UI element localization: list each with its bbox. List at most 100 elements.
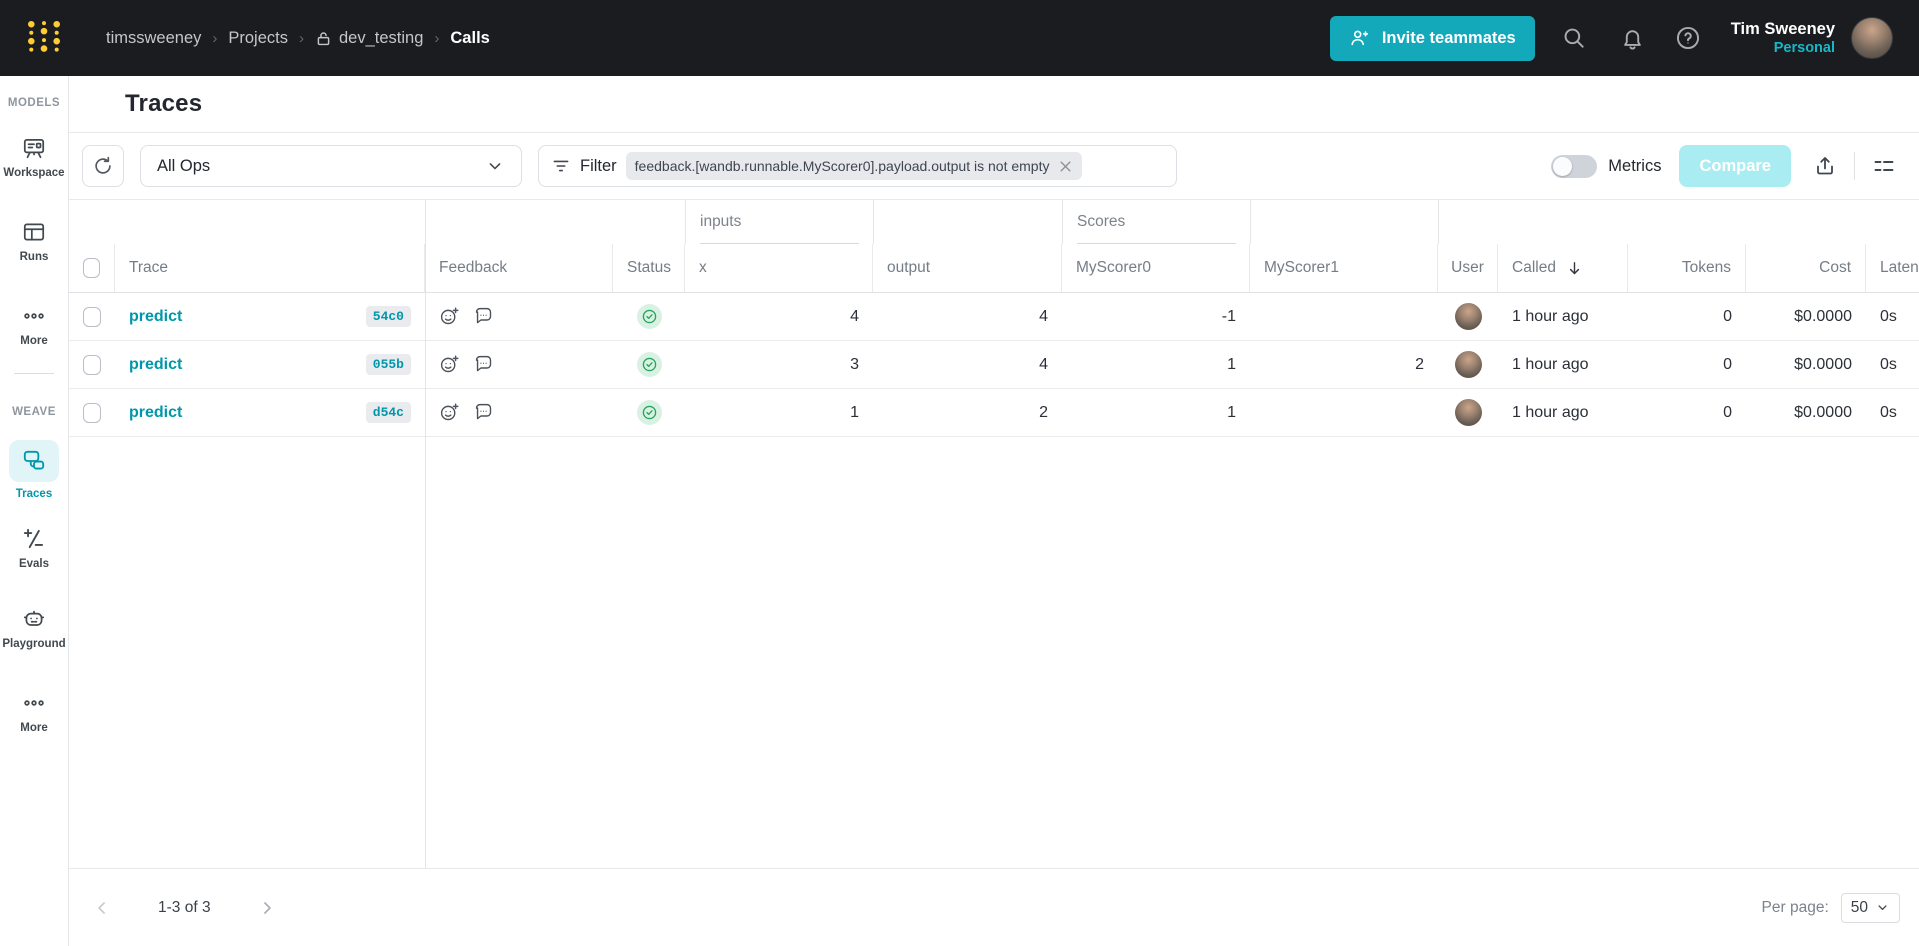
cost-cell: $0.0000	[1794, 355, 1852, 373]
chevron-right-icon	[263, 901, 271, 914]
column-header-user[interactable]: User	[1438, 244, 1498, 292]
manage-columns-icon[interactable]	[1872, 154, 1896, 178]
column-header-latency[interactable]: Latency	[1880, 259, 1919, 276]
add-comment-icon[interactable]	[473, 306, 494, 327]
page-header: Traces	[69, 76, 1919, 133]
table-row[interactable]: predict 055b	[69, 341, 1919, 389]
breadcrumb-calls[interactable]: Calls	[450, 28, 490, 47]
add-reaction-icon[interactable]	[439, 306, 460, 327]
sidebar-divider	[14, 373, 54, 374]
add-comment-icon[interactable]	[473, 354, 494, 375]
sidebar-item-more-models[interactable]: More	[20, 303, 48, 347]
trace-cell: predict d54c	[115, 389, 425, 436]
myscorer1-cell	[1250, 389, 1438, 436]
column-header-trace[interactable]: Trace	[115, 244, 425, 292]
column-header-output[interactable]: output	[873, 244, 1062, 292]
table-row[interactable]: predict 54c0	[69, 293, 1919, 341]
sidebar-item-runs[interactable]: Runs	[20, 219, 48, 263]
sidebar-item-evals[interactable]: Evals	[19, 526, 49, 570]
column-header-status[interactable]: Status	[613, 244, 685, 292]
column-header-myscorer0[interactable]: MyScorer0	[1062, 244, 1250, 292]
refresh-button[interactable]	[82, 145, 124, 187]
sidebar-item-playground[interactable]: Playground	[2, 606, 66, 650]
breadcrumb-separator: ›	[212, 29, 218, 47]
row-checkbox[interactable]	[83, 402, 101, 423]
per-page-value: 50	[1850, 898, 1868, 916]
user-cell	[1438, 389, 1498, 436]
column-header-x[interactable]: x	[685, 244, 873, 292]
previous-page-button[interactable]	[92, 898, 112, 918]
column-header-row: Trace Feedback Status x output MyScorer0…	[69, 244, 1919, 293]
user-menu[interactable]: Tim Sweeney Personal	[1731, 19, 1835, 58]
group-header-cell	[873, 200, 1062, 244]
filter-chip[interactable]: feedback.[wandb.runnable.MyScorer0].payl…	[625, 152, 1083, 180]
breadcrumb-entity[interactable]: timssweeney	[106, 28, 202, 47]
called-cell: 1 hour ago	[1512, 355, 1589, 373]
select-all-checkbox[interactable]	[83, 258, 100, 278]
sidebar-item-traces[interactable]: Traces	[9, 440, 59, 500]
column-group-header-row: inputs Scores	[69, 200, 1919, 244]
calls-table: inputs Scores Trace Feedback Status x	[69, 199, 1919, 868]
lock-icon	[317, 31, 330, 45]
sidebar-item-more-weave[interactable]: More	[20, 690, 48, 734]
more-dots-icon	[24, 313, 44, 319]
select-all-cell	[69, 244, 115, 292]
per-page-select[interactable]: 50	[1840, 892, 1900, 923]
status-cell	[613, 293, 685, 340]
traces-icon	[23, 450, 45, 470]
next-page-button[interactable]	[257, 898, 277, 918]
toolbar-divider	[1854, 152, 1855, 180]
sort-desc-icon[interactable]	[1566, 260, 1583, 277]
help-icon[interactable]	[1675, 25, 1701, 51]
workspace-icon	[23, 139, 45, 159]
row-checkbox[interactable]	[83, 306, 101, 327]
op-selector[interactable]: All Ops	[140, 145, 522, 187]
call-id-chip[interactable]: d54c	[365, 402, 411, 423]
myscorer0-cell: 1	[1227, 403, 1236, 421]
column-header-tokens[interactable]: Tokens	[1628, 244, 1746, 292]
trace-link[interactable]: predict	[129, 355, 183, 373]
column-header-myscorer1[interactable]: MyScorer1	[1250, 244, 1438, 292]
column-header-called[interactable]: Called	[1498, 244, 1628, 292]
myscorer0-cell: -1	[1221, 307, 1236, 325]
sidebar-item-label: More	[20, 335, 48, 347]
breadcrumb-projects[interactable]: Projects	[228, 28, 288, 47]
status-cell	[613, 341, 685, 388]
invite-teammates-button[interactable]: Invite teammates	[1329, 15, 1535, 61]
evals-icon	[23, 528, 44, 549]
sidebar-item-workspace[interactable]: Workspace	[3, 135, 65, 179]
search-icon[interactable]	[1561, 25, 1587, 51]
add-reaction-icon[interactable]	[439, 402, 460, 423]
avatar[interactable]	[1851, 17, 1893, 59]
input-x-cell: 1	[850, 403, 859, 421]
toolbar-right: Metrics Compare	[1551, 145, 1896, 187]
export-icon[interactable]	[1813, 154, 1837, 178]
column-header-feedback[interactable]: Feedback	[425, 244, 613, 292]
group-header-scores: Scores	[1062, 200, 1250, 244]
feedback-cell	[425, 293, 613, 340]
add-reaction-icon[interactable]	[439, 354, 460, 375]
filter-bar[interactable]: Filter feedback.[wandb.runnable.MyScorer…	[538, 145, 1177, 187]
sidebar-item-label: Traces	[15, 488, 53, 500]
runs-icon	[23, 223, 45, 241]
notifications-bell-icon[interactable]	[1620, 26, 1645, 51]
compare-button[interactable]: Compare	[1679, 145, 1791, 187]
column-header-cost[interactable]: Cost	[1746, 244, 1866, 292]
calls-toolbar: All Ops Filter feedback.[wandb.runnable.…	[69, 133, 1919, 199]
success-status-icon	[636, 304, 662, 329]
cost-cell: $0.0000	[1794, 307, 1852, 325]
trace-link[interactable]: predict	[129, 307, 183, 325]
add-comment-icon[interactable]	[473, 402, 494, 423]
remove-filter-icon[interactable]	[1058, 159, 1073, 174]
table-footer: 1-3 of 3 Per page: 50	[69, 868, 1919, 946]
table-row[interactable]: predict d54c	[69, 389, 1919, 437]
row-checkbox[interactable]	[83, 354, 101, 375]
wandb-logo-icon[interactable]	[24, 16, 64, 60]
call-id-chip[interactable]: 055b	[365, 354, 411, 375]
trace-link[interactable]: predict	[129, 403, 183, 421]
metrics-toggle[interactable]	[1551, 154, 1598, 178]
input-x-cell: 3	[850, 355, 859, 373]
call-id-chip[interactable]: 54c0	[365, 306, 411, 327]
main-content: Traces All Ops	[69, 76, 1919, 946]
breadcrumb-project[interactable]: dev_testing	[315, 29, 423, 48]
